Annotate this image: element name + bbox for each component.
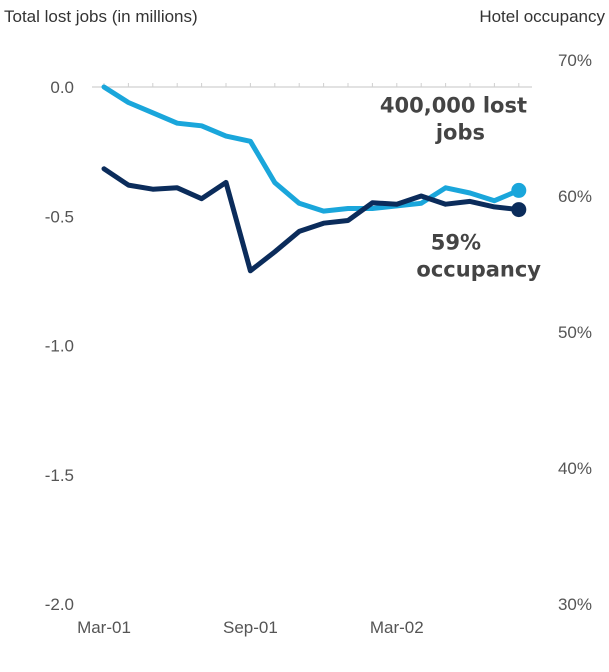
right-tick-label: 40% [558,459,592,478]
right-tick-label: 70% [558,51,592,70]
left-tick-label: -1.5 [45,466,74,485]
left-tick-label: -1.0 [45,337,74,356]
left-tick-label: 0.0 [50,78,74,97]
series-2 [101,166,527,274]
left-tick-label: -0.5 [45,207,74,226]
right-axis-title: Hotel occupancy [479,7,605,26]
x-tick-label: Mar-01 [77,618,131,637]
series-endpoint [511,182,527,198]
series-1 [101,84,527,214]
series-endpoint [511,202,527,218]
right-tick-label: 60% [558,187,592,206]
right-axis-ticks: 70% 60% 50% 40% 30% [558,51,592,614]
series-line [101,166,522,274]
annotation-label: 400,000 lost jobs [380,93,527,144]
x-tick-label: Sep-01 [223,618,278,637]
annotation-label: 59% occupancy [416,231,541,282]
left-axis-title: Total lost jobs (in millions) [4,7,198,26]
x-tick-label: Mar-02 [370,618,424,637]
series-line [101,84,522,214]
left-tick-label: -2.0 [45,595,74,614]
series-layer [101,84,527,274]
right-tick-label: 50% [558,323,592,342]
annotations-layer: 400,000 lost jobs 59% occupancy [380,93,541,281]
right-tick-label: 30% [558,595,592,614]
x-axis-ticks: Mar-01 Sep-01 Mar-02 [77,83,520,637]
left-axis-ticks: 0.0 -0.5 -1.0 -1.5 -2.0 [45,78,74,614]
